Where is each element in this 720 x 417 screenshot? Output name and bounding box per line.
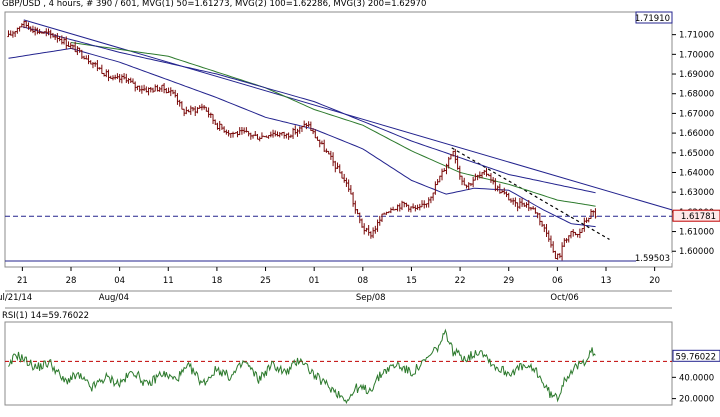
x-tick-label: 20	[649, 276, 660, 286]
current-price-label: 1.61781	[681, 212, 716, 222]
x-tick-label: 21	[17, 276, 28, 286]
rsi-line	[8, 328, 596, 405]
lows-label-box	[636, 253, 672, 264]
candlestick-series	[7, 20, 597, 261]
highs-label: 1.71910	[635, 14, 670, 24]
rsi-value-label-box	[672, 349, 720, 362]
price-y-tick-label: 1.69000	[679, 70, 714, 80]
highs-label-box	[635, 11, 673, 24]
x-tick-label: 28	[66, 276, 77, 286]
ma200-line	[22, 26, 596, 194]
x-tick-label: 15	[406, 276, 417, 286]
x-tick-label: 11	[163, 276, 174, 286]
rsi-title: RSI(1) 14=59.76022	[2, 311, 90, 321]
dashed-trendline	[451, 147, 610, 240]
rsi-y-tick-label: 40.0000	[679, 373, 714, 383]
x-tick-label: 04	[114, 276, 125, 286]
price-y-tick-label: 1.65000	[679, 149, 714, 159]
x-tick-label: 08	[357, 276, 368, 286]
price-y-tick-label: 1.71000	[679, 31, 714, 41]
price-y-tick-label: 1.63000	[679, 188, 714, 198]
month-label: Sep/08	[356, 293, 386, 303]
current-price-label-box	[672, 209, 720, 222]
month-label: Jul/21/14	[0, 293, 32, 303]
x-tick-label: 06	[552, 276, 563, 286]
chart-title: GBP/USD , 4 hours, # 390 / 601, MVG(1) 5…	[2, 0, 427, 9]
price-y-tick-label: 1.70000	[679, 50, 714, 60]
x-tick-label: 29	[503, 276, 514, 286]
price-y-tick-label: 1.61000	[679, 228, 714, 238]
price-y-tick-label: 1.64000	[679, 168, 714, 178]
price-y-tick-label: 1.66000	[679, 129, 714, 139]
rsi-value-label: 59.76022	[675, 352, 716, 362]
x-tick-label: 25	[260, 276, 271, 286]
x-tick-label: 18	[211, 276, 222, 286]
month-label: Oct/06	[550, 293, 578, 303]
x-tick-label: 01	[309, 276, 320, 286]
x-tick-label: 13	[601, 276, 612, 286]
price-y-tick-label: 1.60000	[679, 247, 714, 257]
lows-label: 1.59503	[635, 254, 670, 264]
ma100-line	[70, 42, 596, 207]
price-y-tick-label: 1.68000	[679, 90, 714, 100]
rsi-y-tick-label: 20.0000	[679, 395, 714, 405]
price-y-tick-label: 1.67000	[679, 109, 714, 119]
x-tick-label: 22	[455, 276, 466, 286]
month-label: Aug/04	[99, 293, 129, 303]
